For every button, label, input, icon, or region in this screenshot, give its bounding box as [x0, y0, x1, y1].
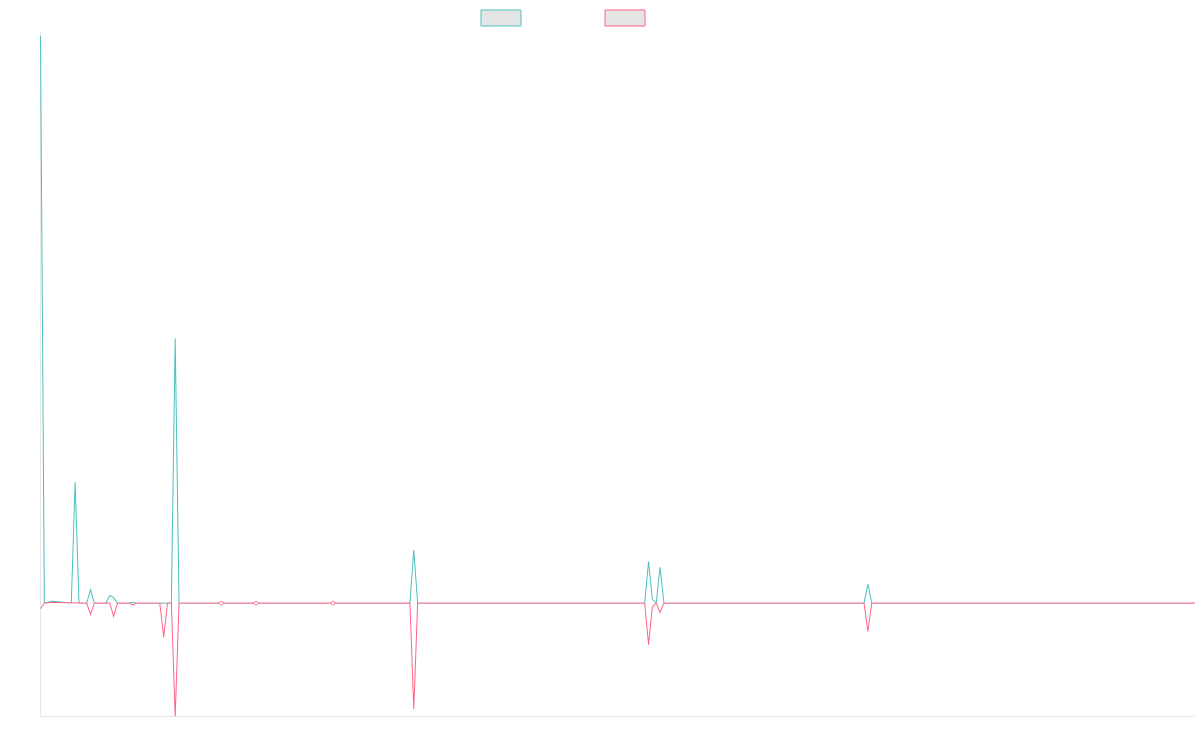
series-layer [40, 35, 1196, 717]
legend-swatch-series-2[interactable] [604, 9, 646, 27]
series-line-2[interactable] [40, 601, 1196, 717]
series-line-1[interactable] [40, 35, 1196, 605]
marker-layer [219, 600, 336, 606]
legend [480, 9, 646, 27]
axes [40, 32, 1195, 717]
legend-swatch-series-1[interactable] [480, 9, 522, 27]
data-point-marker[interactable] [330, 600, 336, 606]
data-point-marker[interactable] [253, 600, 259, 606]
data-point-marker[interactable] [219, 600, 224, 606]
